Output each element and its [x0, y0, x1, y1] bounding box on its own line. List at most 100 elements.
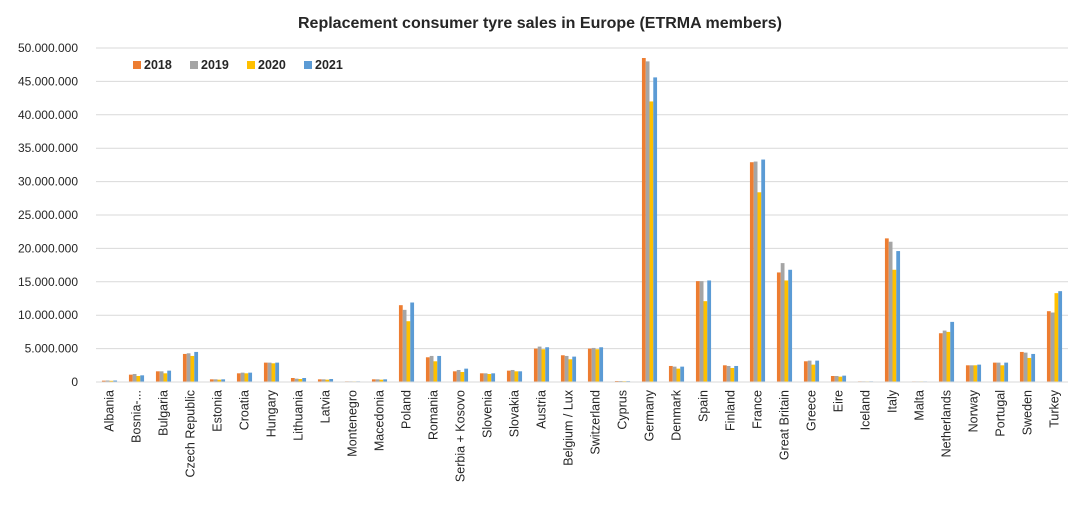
bar-2021 [302, 377, 307, 382]
bar-2018 [830, 375, 835, 382]
legend-swatch-2018 [133, 61, 141, 69]
x-tick-label: Cyprus [616, 390, 630, 430]
bar-2021 [410, 302, 415, 382]
bar-2019 [1050, 312, 1055, 382]
y-tick-label: 0 [71, 375, 78, 389]
x-tick-label: Slovenia [481, 390, 495, 438]
bar-2019 [645, 61, 650, 383]
y-tick-label: 35.000.000 [18, 141, 78, 155]
bar-2018 [722, 365, 727, 382]
bar-2020 [973, 365, 978, 382]
x-tick-label: Croatia [238, 390, 252, 430]
x-tick-label: Poland [400, 390, 414, 429]
bar-2021 [545, 347, 550, 382]
bar-2018 [749, 162, 754, 382]
x-tick-label: Czech Republic [184, 390, 198, 478]
bar-2021 [194, 351, 199, 382]
legend-swatch-2021 [304, 61, 312, 69]
x-tick-label: Iceland [859, 390, 873, 430]
y-tick-label: 10.000.000 [18, 308, 78, 322]
legend-swatch-2020 [247, 61, 255, 69]
x-tick-label: Portugal [994, 390, 1008, 437]
bar-2019 [834, 375, 839, 382]
y-axis: 0 5.000.000 10.000.000 15.000.000 20.000.000… [18, 41, 78, 389]
x-tick-label: Sweden [1021, 390, 1035, 435]
bar-2019 [375, 379, 380, 382]
x-axis: Albania Bosnia-... Bulgaria Czech Republic E… [96, 381, 1068, 482]
bar-2018 [884, 238, 889, 382]
bar-2019 [564, 355, 569, 382]
bar-2019 [267, 362, 272, 382]
y-tick-label: 15.000.000 [18, 275, 78, 289]
bar-2018 [1019, 351, 1024, 382]
bar-2019 [429, 355, 434, 382]
bar-2020 [433, 361, 438, 382]
x-tick-label: Slovakia [508, 390, 522, 437]
bar-2018 [290, 377, 295, 382]
bar-2019 [321, 379, 326, 382]
bar-2020 [244, 373, 249, 382]
bar-2021 [140, 375, 145, 382]
bar-2021 [275, 362, 280, 382]
bar-2021 [896, 251, 901, 382]
bar-2020 [568, 359, 573, 382]
legend: 2018 2019 2020 2021 [133, 58, 343, 72]
x-tick-label: Montenegro [346, 390, 360, 457]
bar-2018 [452, 371, 457, 382]
x-tick-label: Austria [535, 390, 549, 429]
bar-2021 [734, 365, 739, 382]
bar-2021 [653, 77, 658, 382]
bar-2018 [101, 380, 106, 382]
bar-2019 [294, 378, 299, 382]
bar-2021 [761, 159, 766, 382]
bar-2021 [248, 372, 253, 382]
bar-2019 [240, 372, 245, 382]
bar-2021 [221, 379, 226, 382]
bar-2020 [109, 380, 114, 382]
bar-2018 [236, 373, 241, 382]
bar-2020 [757, 192, 762, 382]
bar-2018 [317, 379, 322, 382]
bar-2019 [159, 371, 164, 382]
y-tick-label: 5.000.000 [25, 342, 79, 356]
bar-2021 [1004, 362, 1009, 382]
x-tick-label: Lithuania [292, 390, 306, 441]
legend-swatch-2019 [190, 61, 198, 69]
bar-2021 [977, 364, 982, 382]
bar-2020 [649, 101, 654, 382]
bar-2020 [703, 301, 708, 382]
bar-2018 [533, 348, 538, 382]
bar-2021 [167, 370, 172, 382]
bar-2019 [780, 263, 785, 382]
bar-2019 [888, 241, 893, 382]
bar-2021 [464, 368, 469, 382]
x-tick-label: Finland [724, 390, 738, 431]
x-tick-label: France [751, 390, 765, 429]
x-tick-label: Spain [697, 390, 711, 422]
bar-2020 [811, 364, 816, 382]
x-tick-label: Turkey [1048, 389, 1062, 427]
bar-2020 [676, 368, 681, 382]
bar-2020 [460, 371, 465, 382]
bar-2020 [136, 375, 141, 382]
y-tick-label: 25.000.000 [18, 208, 78, 222]
bar-2018 [803, 361, 808, 382]
bar-2019 [753, 161, 758, 382]
bar-2020 [1054, 293, 1059, 382]
bar-2021 [1031, 353, 1036, 382]
bar-2019 [510, 369, 515, 382]
bar-2018 [155, 371, 160, 382]
bar-2018 [668, 365, 673, 382]
bar-2018 [128, 374, 133, 382]
bar-2018 [263, 362, 268, 382]
x-tick-label: Bosnia-... [130, 390, 144, 443]
bar-2020 [1000, 365, 1005, 382]
bar-2019 [618, 380, 623, 382]
bar-2021 [1058, 291, 1063, 382]
bar-2019 [402, 309, 407, 382]
bar-2018 [695, 281, 700, 382]
bar-2020 [838, 376, 843, 382]
bar-2018 [398, 305, 403, 382]
